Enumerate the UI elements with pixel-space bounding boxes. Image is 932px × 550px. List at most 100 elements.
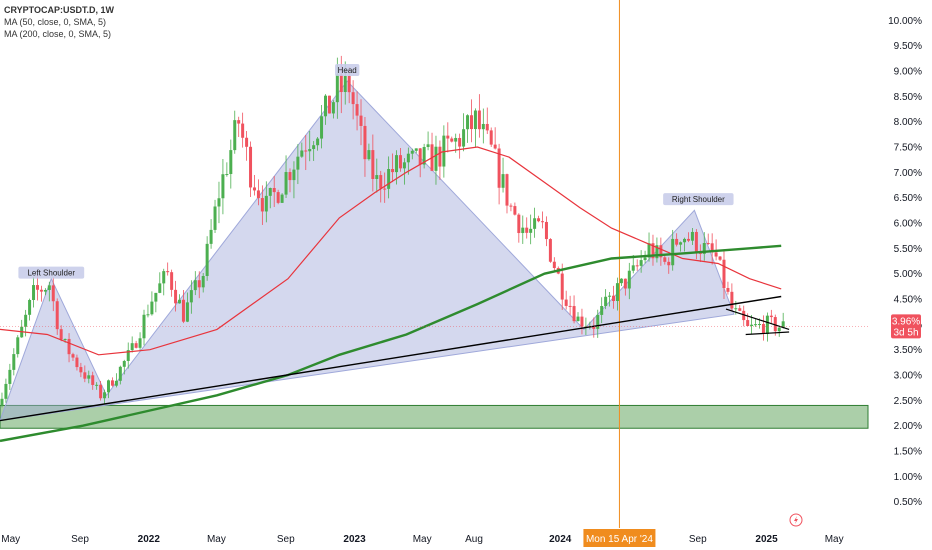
- candle-body: [639, 260, 643, 266]
- lightning-icon[interactable]: [789, 513, 803, 527]
- y-tick-label: 8.00%: [894, 117, 922, 128]
- candle-body: [276, 192, 280, 203]
- candle-body: [197, 280, 201, 288]
- candle-body: [99, 384, 103, 399]
- candle-body: [225, 174, 229, 176]
- pattern-label: Right Shoulder: [672, 195, 725, 204]
- candle-body: [742, 310, 746, 321]
- candle-body: [698, 252, 702, 254]
- candle-body: [608, 295, 612, 297]
- candle-body: [473, 110, 477, 130]
- candle-body: [604, 296, 608, 307]
- candle-body: [734, 308, 738, 310]
- candle-body: [765, 315, 769, 335]
- candle-body: [426, 144, 430, 148]
- candle-body: [312, 145, 316, 150]
- candle-body: [754, 324, 758, 326]
- candle-body: [43, 289, 47, 292]
- candle-body: [505, 174, 509, 206]
- candle-body: [79, 367, 83, 373]
- candle-body: [288, 172, 292, 181]
- candle-body: [718, 256, 722, 260]
- candle-body: [683, 238, 687, 243]
- head-shoulders-pattern-layer: [0, 0, 735, 528]
- candle-body: [458, 137, 462, 147]
- y-axis[interactable]: 10.00% 9.50% 9.00% 8.50% 8.00% 7.50% 7.00% 6.50…: [888, 16, 922, 508]
- candle-body: [32, 285, 36, 300]
- candle-body: [576, 316, 580, 322]
- candle-body: [122, 360, 126, 367]
- candle-body: [292, 169, 296, 181]
- x-tick-label: May: [207, 534, 226, 545]
- ma50-legend[interactable]: MA (50, close, 0, SMA, 5): [4, 17, 107, 27]
- ma200-legend[interactable]: MA (200, close, 0, SMA, 5): [4, 29, 112, 39]
- candle-body: [201, 275, 205, 288]
- candle-body: [213, 206, 217, 230]
- candle-body: [635, 265, 639, 267]
- candle-body: [438, 146, 442, 167]
- candle-body: [28, 299, 32, 315]
- candle-body: [434, 146, 438, 171]
- y-tick-label: 2.50%: [894, 396, 922, 407]
- candle-body: [746, 320, 750, 327]
- ma50-line: [0, 146, 782, 356]
- trendlines-layer: [0, 146, 868, 443]
- candle-body: [761, 324, 765, 335]
- candle-body: [178, 299, 182, 304]
- y-tick-label: 9.00%: [894, 66, 922, 77]
- candle-body: [146, 314, 150, 316]
- candle-body: [726, 288, 730, 292]
- candle-body: [35, 285, 39, 290]
- candle-body: [39, 289, 43, 292]
- candle-body: [552, 261, 556, 268]
- candle-body: [12, 354, 16, 370]
- x-tick-label: May: [413, 534, 432, 545]
- candle-body: [59, 329, 63, 340]
- candle-body: [592, 326, 596, 329]
- candle-body: [544, 221, 548, 240]
- candle-body: [320, 116, 324, 139]
- y-tick-label: 1.00%: [894, 472, 922, 483]
- candle-body: [422, 147, 426, 165]
- candle-body: [256, 190, 260, 199]
- candle-body: [181, 299, 185, 322]
- candle-body: [359, 115, 363, 126]
- candle-body: [525, 227, 529, 233]
- candle-body: [229, 150, 233, 175]
- x-axis[interactable]: May Sep 2022 May Sep 2023 May Aug 2024 Sep 2025 May: [1, 534, 843, 545]
- y-tick-label: 5.50%: [894, 244, 922, 255]
- candle-body: [391, 169, 395, 173]
- pattern-label-box: [335, 63, 360, 76]
- candle-body: [8, 369, 12, 384]
- candle-body: [126, 350, 130, 361]
- candle-body: [623, 278, 627, 289]
- candle-body: [738, 308, 742, 311]
- candle-body: [679, 242, 683, 245]
- candle-body: [750, 324, 754, 327]
- candle-body: [304, 150, 308, 152]
- symbol-title[interactable]: CRYPTOCAP:USDT.D, 1W: [4, 5, 115, 15]
- candle-body: [462, 129, 466, 147]
- candle-body: [217, 198, 221, 207]
- candle-body: [596, 314, 600, 329]
- crosshair-date-tag: Mon 15 Apr '24: [583, 529, 656, 547]
- candle-body: [24, 314, 28, 327]
- y-tick-label: 7.00%: [894, 168, 922, 179]
- ma200-line: [0, 244, 782, 443]
- wedge-upper-line: [725, 308, 790, 330]
- pattern-label: Head: [338, 66, 357, 75]
- candle-body: [67, 338, 71, 355]
- candle-body: [83, 372, 87, 379]
- candle-body: [667, 261, 671, 266]
- support-zone-layer: [0, 404, 869, 429]
- candle-body: [249, 146, 253, 188]
- candle-body: [174, 289, 178, 304]
- candle-body: [379, 175, 383, 189]
- candle-body: [170, 272, 174, 290]
- candle-body: [675, 238, 679, 245]
- candle-body: [193, 280, 197, 291]
- candle-body: [205, 243, 209, 276]
- candle-body: [264, 195, 268, 212]
- pattern-label-box: [18, 266, 85, 279]
